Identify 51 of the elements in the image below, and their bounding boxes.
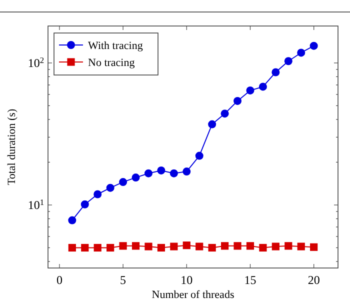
point xyxy=(272,68,280,76)
point xyxy=(297,48,306,57)
point xyxy=(157,166,166,174)
point xyxy=(284,242,292,250)
legend-label: With tracing xyxy=(88,40,144,52)
point xyxy=(94,244,102,252)
point xyxy=(132,242,140,250)
point xyxy=(94,190,102,198)
point xyxy=(157,244,165,252)
point xyxy=(234,96,242,105)
point xyxy=(144,169,152,178)
point xyxy=(68,244,76,252)
x-tick-label: 5 xyxy=(120,273,126,287)
point xyxy=(119,242,127,250)
y-tick-label: 10$^{1}$ xyxy=(28,197,44,212)
point xyxy=(81,244,89,252)
x-axis-title: Number of threads xyxy=(152,289,234,301)
x-tick-label: 10 xyxy=(180,273,193,287)
point xyxy=(220,110,229,118)
point xyxy=(132,174,140,182)
point xyxy=(182,242,190,250)
point xyxy=(170,242,178,250)
point xyxy=(196,242,204,250)
point xyxy=(258,82,267,91)
point xyxy=(182,168,191,176)
x-tick-label: 20 xyxy=(308,273,320,287)
point xyxy=(208,244,216,252)
x-tick-label: 0 xyxy=(56,273,62,287)
point xyxy=(208,120,216,128)
point xyxy=(221,242,229,250)
point xyxy=(195,152,204,160)
point xyxy=(144,242,152,250)
x-tick-label: 15 xyxy=(244,273,256,287)
y-axis-title: Total duration (s) xyxy=(6,108,18,186)
point xyxy=(106,244,114,252)
point xyxy=(234,242,242,250)
point xyxy=(297,242,305,250)
point xyxy=(246,86,254,94)
point xyxy=(106,184,114,192)
point xyxy=(170,169,178,178)
point xyxy=(259,244,267,252)
legend-label: No tracing xyxy=(88,57,136,69)
point xyxy=(119,178,128,186)
point xyxy=(246,242,254,250)
point xyxy=(284,57,292,66)
point xyxy=(310,42,318,50)
point xyxy=(272,242,280,250)
y-tick-label: 10$^{2}$ xyxy=(28,55,44,70)
point xyxy=(80,200,89,208)
point xyxy=(310,243,318,251)
point xyxy=(68,216,76,224)
